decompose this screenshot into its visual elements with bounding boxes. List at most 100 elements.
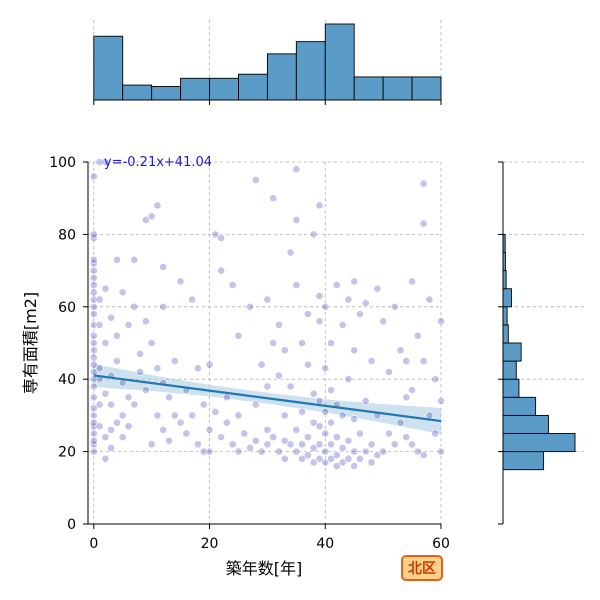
scatter-point	[437, 317, 445, 326]
scatter-point	[194, 440, 202, 449]
scatter-point	[217, 266, 225, 275]
right-hist-bar	[502, 378, 520, 398]
scatter-point	[344, 295, 353, 304]
scatter-point	[315, 292, 324, 300]
scatter-point	[124, 320, 133, 329]
scatter-point	[350, 346, 359, 355]
x-tick-label: 60	[432, 536, 450, 552]
scatter-point	[113, 331, 121, 340]
right-hist-bar	[502, 396, 537, 416]
scatter-point	[361, 397, 370, 405]
scatter-point	[113, 357, 121, 365]
scatter-point	[292, 447, 301, 456]
right-hist-bar	[502, 306, 508, 326]
scatter-point	[147, 440, 156, 449]
scatter-point	[269, 194, 278, 203]
scatter-point	[402, 433, 411, 442]
y-tick-label: 20	[58, 445, 76, 461]
scatter-point	[188, 295, 197, 304]
scatter-point	[124, 422, 133, 431]
scatter-point	[205, 360, 214, 369]
scatter-point	[367, 458, 376, 467]
scatter-point	[89, 411, 98, 420]
scatter-point	[95, 422, 104, 431]
scatter-point	[327, 454, 335, 463]
scatter-point	[390, 302, 399, 311]
scatter-point	[356, 454, 364, 463]
scatter-point	[338, 458, 347, 467]
scatter-point	[194, 364, 202, 373]
scatter-point	[211, 230, 220, 239]
x-axis-title: 築年数[年]	[226, 559, 303, 578]
scatter-point	[298, 440, 307, 449]
scatter-point	[222, 393, 231, 402]
scatter-point	[136, 349, 144, 358]
scatter-point	[321, 429, 330, 438]
scatter-point	[263, 440, 272, 449]
scatter-point	[95, 295, 104, 304]
scatter-point	[89, 310, 98, 318]
scatter-point	[118, 433, 127, 442]
y-tick-label: 100	[49, 155, 76, 171]
scatter-point	[182, 429, 191, 438]
y-tick-label: 80	[58, 227, 76, 243]
scatter-point	[95, 364, 104, 373]
scatter-point	[89, 436, 98, 445]
right-hist-bar	[502, 342, 522, 362]
scatter-point	[361, 447, 370, 456]
scatter-point	[344, 454, 353, 463]
scatter-point	[246, 444, 254, 452]
scatter-point	[298, 454, 307, 463]
scatter-point	[315, 454, 324, 463]
scatter-point	[118, 411, 127, 420]
scatter-point	[89, 281, 98, 289]
scatter-point	[431, 375, 440, 384]
scatter-point	[228, 440, 237, 449]
top-hist-bar	[353, 76, 384, 101]
top-hist-bar	[209, 77, 239, 101]
scatter-point	[205, 425, 214, 434]
scatter-point	[89, 255, 98, 264]
scatter-point	[159, 263, 168, 271]
scatter-point	[89, 172, 98, 181]
main-gridlines	[88, 161, 442, 524]
scatter-point	[222, 418, 231, 427]
scatter-point	[356, 310, 364, 318]
scatter-point	[419, 357, 428, 365]
scatter-point	[379, 447, 388, 456]
scatter-point	[107, 313, 116, 322]
scatter-point	[309, 389, 318, 398]
scatter-point	[315, 440, 324, 449]
scatter-point	[113, 255, 121, 264]
top-hist-bar	[266, 53, 297, 101]
scatter-point	[263, 425, 272, 434]
scatter-point	[147, 339, 156, 347]
scatter-point	[425, 295, 434, 304]
scatter-point	[153, 364, 162, 373]
scatter-point	[275, 320, 283, 329]
scatter-point	[101, 389, 110, 398]
x-tick-label: 20	[201, 536, 219, 552]
scatter-point	[338, 320, 347, 329]
scatter-point	[159, 302, 168, 311]
scatter-point	[304, 451, 312, 460]
scatter-point	[437, 447, 445, 456]
scatter-point	[292, 216, 301, 224]
scatter-point	[321, 407, 330, 416]
scatter-point	[176, 277, 185, 286]
top-hist-bar	[324, 23, 355, 101]
scatter-point	[124, 393, 133, 402]
scatter-point	[101, 284, 110, 293]
scatter-point	[136, 368, 144, 376]
scatter-point	[257, 360, 266, 369]
scatter-point	[89, 404, 98, 413]
y-axis-title: 専有面積[m2]	[21, 292, 40, 394]
regression-equation: y=-0.21x+41.04	[104, 155, 212, 170]
scatter-point	[350, 277, 359, 286]
scatter-point	[402, 357, 411, 365]
scatter-point	[170, 357, 179, 365]
scatter-point	[379, 317, 388, 326]
scatter-point	[89, 346, 98, 355]
regression-line	[93, 374, 442, 423]
scatter-point	[89, 230, 98, 239]
